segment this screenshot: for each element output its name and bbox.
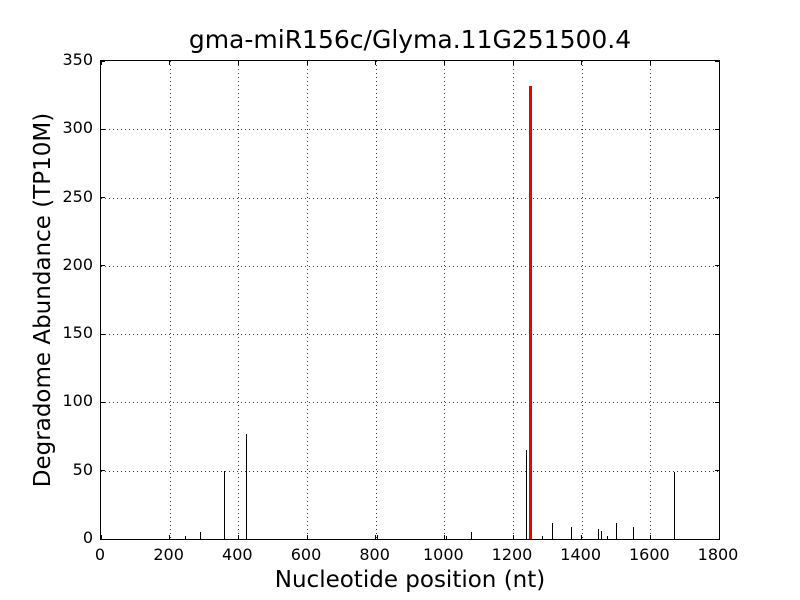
- x-gridline: [169, 61, 171, 539]
- y-tick-mark-right: [715, 128, 719, 130]
- x-gridline: [238, 61, 240, 539]
- y-tick-mark: [101, 333, 105, 335]
- degradome-abundance-sites: [376, 534, 378, 539]
- x-gridline: [581, 61, 583, 539]
- x-tick-mark: [375, 535, 377, 539]
- y-tick-mark-right: [715, 470, 719, 472]
- x-tick-mark-top: [237, 61, 239, 65]
- y-tick-mark: [101, 538, 105, 540]
- y-gridline: [101, 402, 719, 404]
- x-gridline: [307, 61, 308, 539]
- x-tick-mark: [100, 535, 102, 539]
- degradome-abundance-sites: [570, 526, 572, 539]
- x-gridline: [650, 61, 652, 539]
- degradome-abundance-sites: [224, 470, 226, 539]
- y-gridline: [101, 197, 719, 199]
- y-tick-mark: [101, 401, 105, 403]
- x-tick-mark-top: [512, 61, 514, 65]
- x-tick-label: 0: [94, 545, 106, 564]
- y-tick-mark-right: [715, 60, 719, 62]
- y-tick-mark: [101, 470, 105, 472]
- x-tick-mark-top: [581, 61, 583, 65]
- x-tick-mark: [512, 535, 514, 539]
- y-tick-mark-right: [715, 265, 719, 267]
- degradome-abundance-sites: [471, 532, 473, 539]
- x-gridline: [444, 61, 446, 539]
- y-gridline: [101, 334, 719, 336]
- x-tick-label: 1600: [628, 545, 670, 564]
- x-tick-mark: [581, 535, 583, 539]
- x-tick-mark-top: [718, 61, 720, 65]
- x-tick-label: 1800: [697, 545, 739, 564]
- x-tick-mark-top: [169, 61, 171, 65]
- x-tick-label: 200: [153, 545, 184, 564]
- degradome-abundance-sites: [200, 532, 202, 539]
- y-tick-label: 100: [62, 391, 93, 411]
- x-axis-label: Nucleotide position (nt): [274, 567, 546, 593]
- x-tick-mark-top: [375, 61, 377, 65]
- x-tick-label: 1400: [560, 545, 602, 564]
- x-tick-mark: [443, 535, 445, 539]
- y-tick-label: 250: [62, 186, 93, 206]
- y-tick-mark: [101, 60, 105, 62]
- y-tick-mark: [101, 128, 105, 130]
- x-tick-mark: [237, 535, 239, 539]
- y-tick-mark-right: [715, 401, 719, 403]
- x-tick-label: 400: [222, 545, 253, 564]
- y-gridline: [101, 265, 719, 267]
- degradome-abundance-sites: [445, 536, 447, 539]
- degradome-abundance-sites: [606, 536, 608, 539]
- degradome-abundance-sites: [615, 522, 617, 539]
- degradome-abundance-sites: [632, 526, 634, 539]
- y-tick-mark: [101, 197, 105, 199]
- degradome-abundance-sites: [598, 529, 600, 539]
- mirna-cleavage-site-highlight: [528, 85, 532, 539]
- y-tick-label: 350: [62, 50, 93, 69]
- x-tick-mark: [306, 535, 308, 539]
- y-tick-mark-right: [715, 538, 719, 540]
- x-tick-label: 600: [290, 545, 322, 564]
- degradome-abundance-sites: [551, 522, 553, 539]
- y-tick-mark-right: [715, 333, 719, 335]
- x-tick-mark-top: [649, 61, 651, 65]
- degradome-abundance-sites: [246, 433, 248, 539]
- y-tick-label: 300: [62, 118, 93, 138]
- x-tick-mark: [718, 535, 720, 539]
- y-tick-label: 200: [62, 254, 93, 274]
- y-axis-label: Degradome Abundance (TP10M): [30, 112, 56, 488]
- y-tick-mark: [101, 265, 105, 267]
- x-tick-label: 800: [359, 545, 390, 564]
- x-tick-mark-top: [100, 61, 102, 65]
- y-tick-label: 150: [62, 323, 93, 343]
- x-tick-label: 1200: [491, 545, 533, 564]
- degradome-abundance-sites: [542, 536, 544, 539]
- degradome-abundance-sites: [673, 472, 675, 539]
- degradome-abundance-sites: [185, 536, 187, 539]
- x-tick-mark: [649, 535, 651, 539]
- x-gridline: [513, 61, 514, 539]
- x-tick-mark-top: [443, 61, 445, 65]
- y-gridline: [101, 470, 719, 472]
- plot-area: [100, 60, 720, 540]
- degradome-abundance-sites: [601, 530, 603, 539]
- y-gridline: [101, 129, 719, 131]
- x-gridline: [375, 61, 377, 539]
- x-tick-mark-top: [306, 61, 308, 65]
- x-tick-mark: [169, 535, 171, 539]
- chart-title: gma-miR156c/Glyma.11G251500.4: [188, 25, 632, 54]
- y-tick-mark-right: [715, 197, 719, 199]
- y-tick-label: 50: [72, 459, 93, 479]
- y-tick-label: 0: [82, 528, 93, 547]
- x-tick-label: 1000: [422, 545, 464, 564]
- degradome-abundance-sites: [526, 450, 528, 539]
